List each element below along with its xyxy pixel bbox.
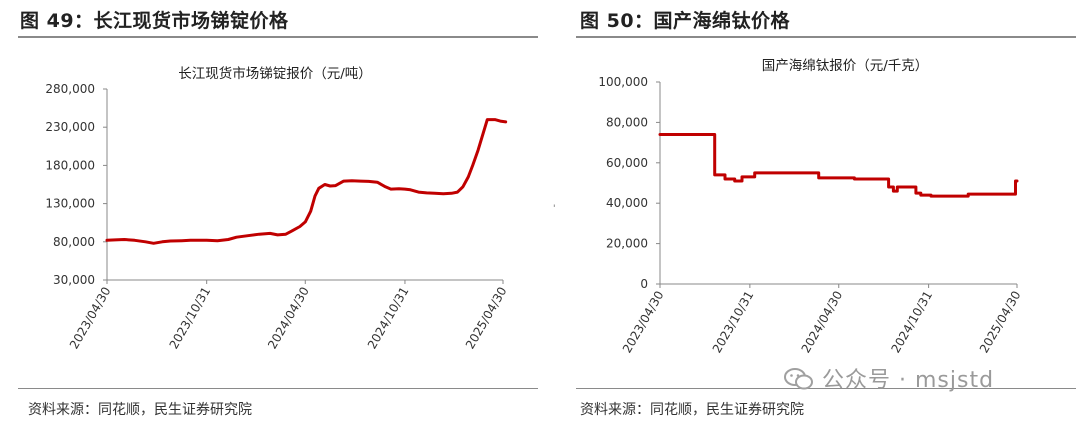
x-tick-label: 2024/04/30 — [265, 285, 312, 352]
y-tick-label: 60,000 — [606, 156, 648, 170]
figure-50-bottom-rule — [576, 388, 1076, 389]
titanium-sponge-price-chart: 国产海绵钛报价（元/千克） 100,000 80,000 60,000 40,000 20… — [598, 58, 1024, 356]
antimony-price-chart: 长江现货市场锑锭报价（元/吨） 280,000 230,000 180,000 130,… — [45, 65, 510, 352]
watermark-text: 公众号 · msjstd — [822, 368, 995, 393]
y-tick-label: 20,000 — [606, 237, 648, 251]
figure-49-source: 资料来源：同花顺，民生证券研究院 — [28, 402, 252, 418]
figure-49-title: 图 49：长江现货市场锑锭价格 — [20, 10, 289, 32]
y-tick-label: 180,000 — [45, 158, 95, 172]
y-tick-label: 0 — [640, 277, 648, 291]
chart-title: 国产海绵钛报价（元/千克） — [762, 58, 929, 74]
figure-49-bottom-rule — [18, 388, 538, 389]
stray-mark: ' — [553, 204, 556, 214]
figure-50-panel: 图 50：国产海绵钛价格 国产海绵钛报价（元/千克） 100,000 80,000 6… — [570, 0, 1080, 422]
chart-title: 长江现货市场锑锭报价（元/吨） — [178, 65, 372, 82]
figure-49-title-rule — [18, 36, 538, 38]
wechat-watermark: 公众号 · msjstd — [784, 362, 994, 394]
figure-50-source: 资料来源：同花顺，民生证券研究院 — [580, 402, 804, 418]
y-tick-label: 280,000 — [45, 82, 95, 96]
x-tick-label: 2024/10/31 — [365, 285, 412, 352]
y-tick-label: 80,000 — [53, 235, 95, 249]
y-tick-label: 30,000 — [53, 273, 95, 287]
x-tick-label: 2023/10/31 — [167, 285, 214, 352]
wechat-icon — [784, 368, 813, 390]
x-tick-label: 2024/04/30 — [799, 289, 846, 356]
x-tick-label: 2023/04/30 — [67, 285, 114, 352]
price-line-series — [658, 133, 1019, 198]
y-tick-label: 40,000 — [606, 196, 648, 210]
x-tick-label: 2023/10/31 — [710, 289, 757, 356]
y-tick-label: 100,000 — [598, 75, 648, 89]
figure-50-title-rule — [576, 36, 1076, 38]
y-tick-label: 80,000 — [606, 115, 648, 129]
x-tick-label: 2025/04/30 — [463, 285, 510, 352]
y-tick-label: 130,000 — [45, 197, 95, 211]
x-tick-label: 2025/04/30 — [977, 289, 1024, 356]
x-tick-label: 2024/10/31 — [888, 289, 935, 356]
x-tick-label: 2023/04/30 — [620, 289, 667, 356]
figure-50-title: 图 50：国产海绵钛价格 — [580, 10, 791, 32]
price-line-series — [105, 118, 508, 245]
y-tick-label: 230,000 — [45, 120, 95, 134]
figure-49-panel: 图 49：长江现货市场锑锭价格 长江现货市场锑锭报价（元/吨） 280,000 23… — [18, 10, 538, 418]
